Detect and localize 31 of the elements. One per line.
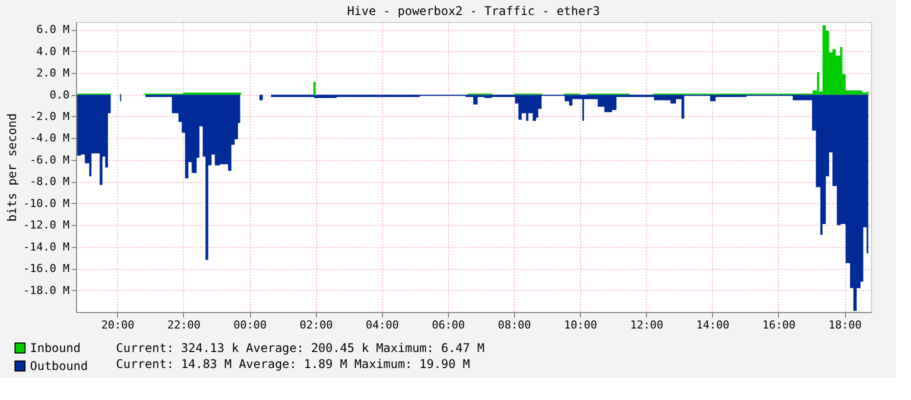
x-tick-label: 22:00 [167,318,200,332]
y-tick-label: 4.0 M [36,44,70,58]
x-tick-label: 14:00 [696,318,730,332]
text: Current: 14.83 M Average: 1.89 M Maximum: 19.90 M [116,357,470,371]
y-tick-label: -16.0 M [23,262,70,276]
x-tick-label: 12:00 [630,318,664,332]
y-tick-label: -18.0 M [23,284,70,297]
x-tick-label: 06:00 [432,318,465,332]
x-tick-label: 04:00 [366,318,399,332]
x-tick-label: 10:00 [564,318,598,332]
x-tick-label: 18:00 [828,318,862,332]
y-tick-label: 0.0 [50,88,70,102]
y-tick-label: -8.0 M [30,175,70,188]
x-tick-label: 08:00 [498,318,532,332]
legend-label: Inbound [30,341,81,355]
y-tick-label: -12.0 M [23,218,70,232]
chart-title: Hive - powerbox2 - Traffic - ether3 [347,4,600,18]
y-tick-label: -14.0 M [23,240,70,254]
x-tick-label: 00:00 [233,318,267,332]
x-tick-label: 16:00 [762,318,796,332]
text: Current: 324.13 k Average: 200.45 k Maximum: 6.47 M [116,341,484,355]
y-axis-title: bits per second [5,113,20,222]
legend-label: Outbound [30,359,88,373]
y-tick-label: -6.0 M [30,153,70,166]
y-tick-label: -4.0 M [30,132,70,145]
y-tick-label: 2.0 M [36,66,70,80]
x-tick-label: 02:00 [300,318,333,332]
y-tick-label: -2.0 M [30,110,70,123]
x-tick-label: 20:00 [101,318,134,332]
y-tick-label: 6.0 M [36,23,70,36]
y-tick-label: -10.0 M [23,196,70,210]
